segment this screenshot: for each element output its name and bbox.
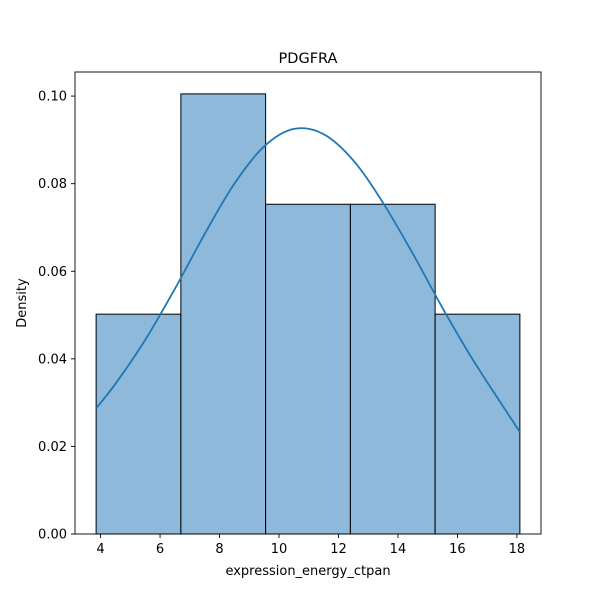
x-tick-label: 16 <box>449 542 466 557</box>
x-tick-label: 12 <box>330 542 347 557</box>
x-tick-label: 10 <box>271 542 288 557</box>
y-tick-label: 0.08 <box>38 177 67 192</box>
x-tick-label: 18 <box>509 542 526 557</box>
x-tick-label: 4 <box>96 542 104 557</box>
y-tick-label: 0.10 <box>38 90 67 105</box>
y-axis-ticks: 0.00 0.02 0.04 0.06 0.08 0.10 <box>38 90 75 543</box>
y-tick-label: 0.06 <box>38 265 67 280</box>
histogram-bar-1 <box>95 313 182 535</box>
x-axis-label: expression_energy_ctpan <box>225 564 390 579</box>
x-tick-label: 14 <box>390 542 407 557</box>
histogram-bar-2 <box>180 93 267 535</box>
y-tick-label: 0.00 <box>38 528 67 543</box>
x-axis-ticks: 4 6 8 10 12 14 16 18 <box>96 534 525 557</box>
x-tick-label: 8 <box>215 542 223 557</box>
plot-frame <box>74 71 542 535</box>
y-tick-label: 0.02 <box>38 440 67 455</box>
histogram-bar-3 <box>265 203 351 535</box>
kde-layer <box>95 127 521 433</box>
histogram-bar-5 <box>434 313 521 535</box>
histogram-bar-4 <box>349 203 436 535</box>
y-tick-label: 0.04 <box>38 352 67 367</box>
bars-layer <box>95 93 521 535</box>
chart-title: PDGFRA <box>279 51 338 67</box>
x-tick-label: 6 <box>156 542 164 557</box>
y-axis-label: Density <box>15 278 30 328</box>
kde-curve <box>95 127 521 433</box>
